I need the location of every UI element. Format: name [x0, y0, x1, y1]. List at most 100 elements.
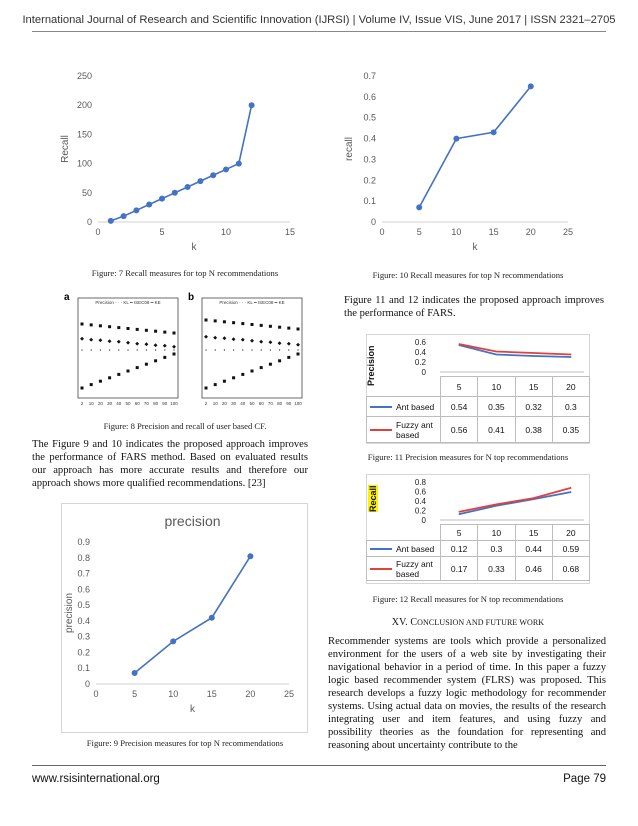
y-tick-label: 0.7 [77, 569, 90, 579]
series-line [418, 85, 532, 208]
section-title-rest: ONCLUSION AND FUTURE WORK [417, 618, 545, 627]
y-tick-label: 250 [77, 71, 92, 81]
data-point [154, 359, 158, 363]
legend-text: Precision · · · KL ━ ISEC08 ━ KE [219, 300, 284, 305]
left-paragraph: The Figure 9 and 10 indicates the propos… [32, 439, 308, 489]
data-point [170, 638, 177, 645]
fig12-series-label: Fuzzy ant based [366, 556, 441, 581]
y-tick-label: 0 [422, 516, 427, 524]
y-tick-label: 0.2 [363, 175, 376, 185]
data-point: ◆ [278, 340, 282, 346]
fig11-row-fuzzy: Fuzzy ant based 0.56 0.41 0.38 0.35 [366, 416, 591, 443]
data-point: ◆ [287, 341, 291, 347]
y-tick-label: 0.4 [363, 134, 376, 144]
x-tick-label: 15 [207, 689, 217, 699]
data-point [213, 383, 217, 387]
y-tick-label: 0 [371, 217, 376, 227]
data-point [172, 331, 176, 335]
y-tick-label: 0.6 [363, 92, 376, 102]
legend-swatch [370, 567, 392, 570]
panel-b-label: b [188, 292, 194, 303]
fig7-caption: Figure: 7 Recall measures for top N reco… [91, 268, 279, 278]
fig11-value: 0.35 [477, 396, 516, 417]
x-tick-label: 25 [284, 689, 294, 699]
fig12-corner-cell [367, 525, 441, 541]
series-line [458, 343, 572, 356]
data-point [241, 372, 245, 376]
fig12-row-ant: Ant based 0.12 0.3 0.44 0.59 [366, 540, 591, 557]
y-tick-label: 0.4 [77, 616, 90, 626]
data-point [90, 349, 92, 351]
fig11-series-label: Fuzzy ant based [366, 416, 441, 443]
data-point [259, 366, 263, 370]
data-point: ◆ [135, 341, 139, 347]
data-point [144, 328, 148, 332]
data-point [213, 319, 217, 323]
data-point [222, 320, 226, 324]
y-tick-label: 0.1 [363, 196, 376, 206]
x-tick-label: 50 [249, 401, 255, 406]
fig9-caption: Figure: 9 Precision measures for top N r… [86, 738, 284, 748]
x-tick-label: 70 [268, 401, 274, 406]
series-name: Fuzzy ant based [396, 558, 433, 579]
data-point: ◆ [108, 338, 112, 344]
x-tick-label: 60 [259, 401, 265, 406]
data-point [120, 213, 127, 220]
data-point [173, 349, 175, 351]
y-tick-label: 0 [87, 217, 92, 227]
fig11-value: 0.54 [439, 396, 479, 417]
data-point [296, 327, 300, 331]
data-point [163, 355, 167, 359]
data-point [80, 386, 84, 390]
x-axis-label: k [192, 242, 198, 253]
data-point [268, 324, 272, 328]
fig10-chart: 0 0.1 0.2 0.3 0.4 0.5 0.6 0.7 0 5 10 15 20 25 k recall [344, 71, 573, 253]
data-point [222, 379, 226, 383]
series-line [134, 555, 252, 674]
panel-frame [77, 297, 179, 399]
data-point [89, 323, 93, 327]
x-tick-label: 20 [222, 401, 228, 406]
fig11-header-row: 5 10 15 20 [367, 376, 591, 397]
y-tick-label: 50 [82, 188, 92, 198]
fig10-caption: Figure: 10 Recall measures for top N rec… [372, 270, 564, 280]
legend-swatch [370, 428, 392, 431]
data-point [135, 327, 139, 331]
y-tick-label: 0.8 [415, 478, 427, 487]
data-point [210, 172, 217, 179]
footer-website: www.rsisinternational.org [32, 773, 160, 785]
section-number: XV. [391, 617, 408, 628]
fig11-value: 0.3 [551, 396, 591, 417]
data-point [416, 204, 423, 211]
x-tick-label: 100 [294, 401, 302, 406]
series-name: Ant based [396, 401, 435, 412]
fig11-cat: 10 [477, 376, 516, 397]
y-tick-label: 0.8 [77, 553, 90, 563]
data-point [144, 362, 148, 366]
data-point [232, 321, 236, 325]
data-point: ◆ [172, 344, 176, 350]
data-point: ◆ [144, 342, 148, 348]
data-point [108, 325, 112, 329]
right-paragraph-1: Figure 11 and 12 indicates the proposed … [344, 295, 604, 319]
data-point [127, 349, 129, 351]
data-point [296, 352, 300, 356]
footer-rule [32, 765, 606, 766]
data-point [235, 160, 242, 167]
series-name: Fuzzy ant based [396, 419, 433, 440]
fig12-value: 0.12 [439, 540, 479, 557]
data-point [232, 376, 236, 380]
data-point [172, 352, 176, 356]
data-point: ◆ [163, 343, 167, 349]
data-point [118, 349, 120, 351]
y-axis-label: precision [64, 593, 75, 633]
data-point [260, 349, 262, 351]
series-line [458, 486, 572, 513]
fig12-cat: 10 [477, 524, 516, 541]
fig11-series-label: Ant based [366, 396, 441, 417]
fig8-image: a b Precision · · · KL ━ ISEC08 ━ KE ◆ 2 ◆ 10 ◆… [64, 292, 303, 406]
header-rule [32, 31, 606, 32]
y-axis-label: recall [344, 137, 355, 161]
right-paragraph-2: Recommender systems are tools which prov… [328, 636, 606, 751]
data-point [223, 349, 225, 351]
